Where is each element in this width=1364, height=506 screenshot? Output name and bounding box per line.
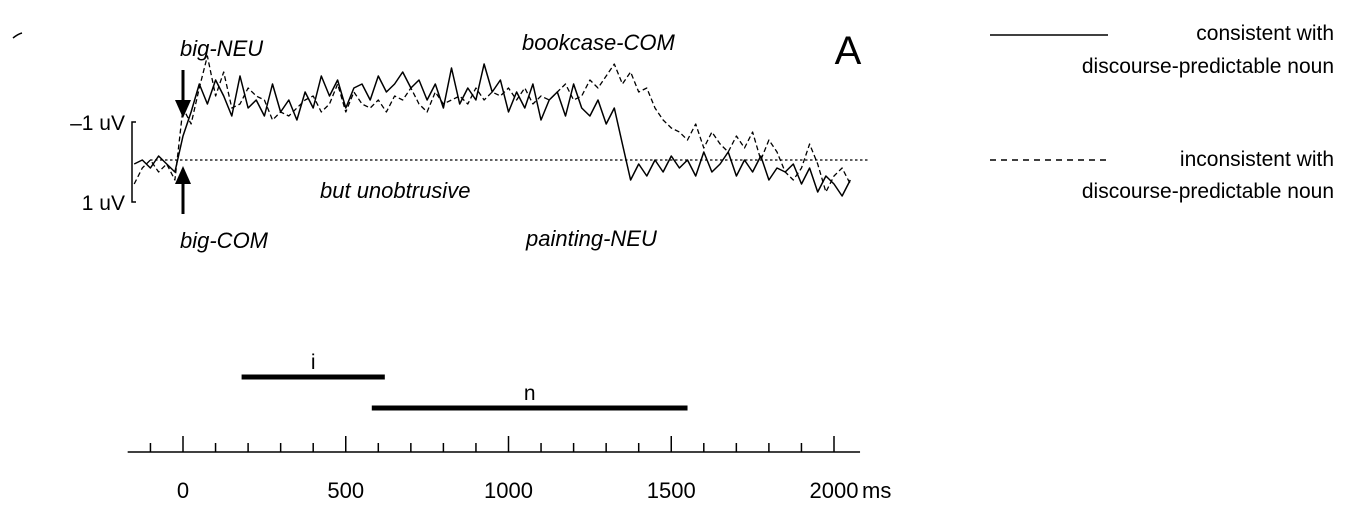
tick-label: 0 <box>177 478 189 503</box>
tick-label: 2000 <box>810 478 859 503</box>
legend-consistent-line2: discourse-predictable noun <box>1082 55 1334 78</box>
down-arrow-icon <box>175 100 191 118</box>
time-axis: 0 500 1000 1500 2000 ms <box>127 436 891 503</box>
window-label-i: i <box>311 351 316 374</box>
series-inconsistent-line <box>133 55 851 193</box>
legend-consistent-line1: consistent with <box>1196 22 1334 45</box>
tick-label: 1000 <box>484 478 533 503</box>
analysis-windows: in <box>241 351 688 411</box>
scale-bar-top-label: –1 uV <box>70 112 125 135</box>
tick-label: 500 <box>327 478 364 503</box>
waveforms <box>133 55 851 197</box>
up-arrow-icon <box>175 166 191 184</box>
scale-bar-bracket <box>131 121 136 203</box>
axis-unit-label: ms <box>862 478 891 503</box>
tick-label: 1500 <box>647 478 696 503</box>
legend-inconsistent-line2: discourse-predictable noun <box>1082 180 1334 203</box>
amplitude-scale-bar: –1 uV 1 uV <box>70 112 136 215</box>
label-big-neu: big-NEU <box>180 36 263 61</box>
window-label-n: n <box>524 382 536 405</box>
label-painting-neu: painting-NEU <box>525 226 657 251</box>
legend-inconsistent-line1: inconsistent with <box>1180 148 1334 171</box>
series-consistent-line <box>133 63 851 197</box>
scale-bar-bottom-label: 1 uV <box>82 192 125 215</box>
label-but-unobtrusive: but unobtrusive <box>320 178 470 203</box>
legend: consistent with discourse-predictable no… <box>990 22 1334 203</box>
edge-mark <box>12 32 23 39</box>
label-big-com: big-COM <box>180 228 269 253</box>
label-bookcase-com: bookcase-COM <box>522 30 676 55</box>
panel-letter: A <box>835 29 862 73</box>
onset-arrows <box>175 70 191 214</box>
